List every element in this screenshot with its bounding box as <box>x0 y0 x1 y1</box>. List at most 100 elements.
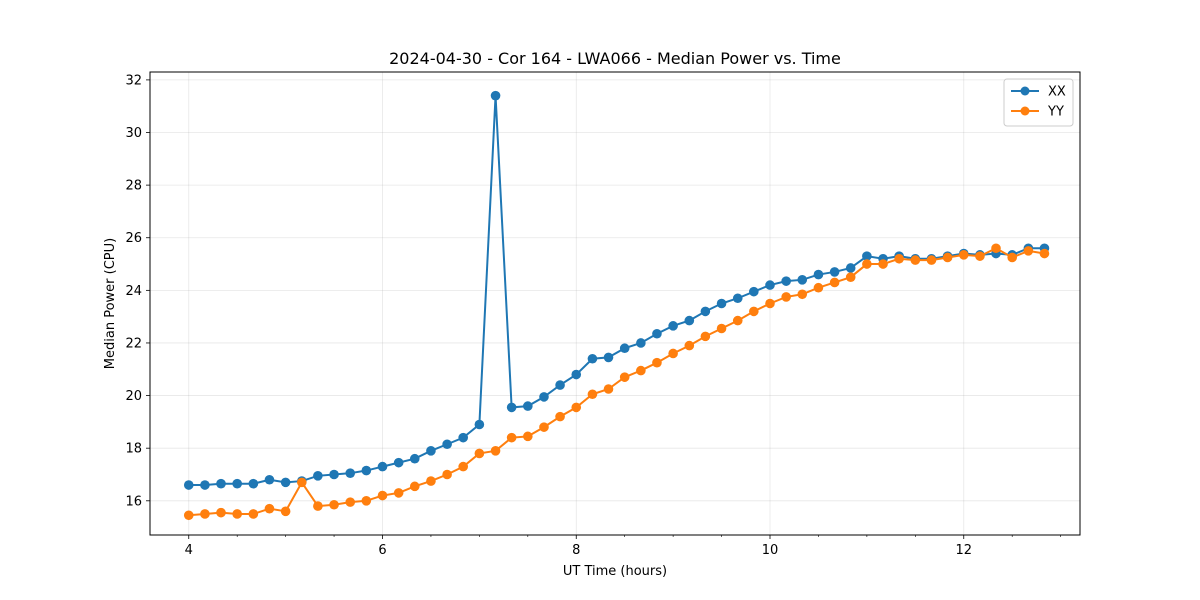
x-axis-label: UT Time (hours) <box>563 564 667 579</box>
data-point-xx <box>732 293 743 304</box>
data-point-yy <box>765 298 775 309</box>
data-point-xx <box>183 480 194 490</box>
data-point-yy <box>926 255 937 265</box>
data-point-xx <box>458 432 468 443</box>
grid <box>150 72 1080 535</box>
data-point-yy <box>393 488 404 498</box>
data-point-xx <box>506 402 517 413</box>
data-point-yy <box>264 503 275 514</box>
x-tick-label: 10 <box>762 543 779 558</box>
data-point-yy <box>345 497 356 507</box>
data-point-yy <box>458 461 468 472</box>
data-point-xx <box>765 280 775 290</box>
data-point-yy <box>862 259 872 269</box>
data-point-xx <box>377 461 388 472</box>
data-point-yy <box>280 506 291 517</box>
y-tick-label: 18 <box>125 442 142 457</box>
legend-label-xx: XX <box>1048 85 1066 100</box>
data-point-yy <box>749 306 759 317</box>
data-point-xx <box>409 453 420 464</box>
data-point-yy <box>958 250 969 260</box>
y-axis-label: Median Power (CPU) <box>103 238 118 369</box>
data-point-xx <box>345 468 356 478</box>
y-tick-label: 20 <box>125 389 142 404</box>
data-point-xx <box>587 353 598 364</box>
data-point-yy <box>587 389 598 400</box>
data-point-xx <box>797 275 808 285</box>
data-point-xx <box>749 286 759 297</box>
data-point-xx <box>603 352 614 363</box>
data-point-yy <box>652 357 662 368</box>
x-tick-label: 12 <box>955 543 972 558</box>
data-point-yy <box>878 259 888 269</box>
data-point-xx <box>216 478 226 489</box>
data-point-yy <box>781 292 791 302</box>
legend-marker-xx <box>1020 86 1030 96</box>
data-point-xx <box>716 298 727 309</box>
data-point-yy <box>313 501 323 511</box>
data-point-yy <box>716 323 727 334</box>
data-point-xx <box>232 478 242 489</box>
data-point-yy <box>894 253 904 264</box>
data-point-xx <box>442 439 452 450</box>
x-tick-label: 8 <box>572 543 580 558</box>
data-point-yy <box>732 315 743 326</box>
data-point-yy <box>426 476 436 486</box>
data-point-yy <box>619 372 630 382</box>
data-point-yy <box>571 402 582 413</box>
data-point-xx <box>845 263 856 273</box>
data-point-yy <box>975 251 985 261</box>
data-point-yy <box>1007 252 1017 263</box>
data-point-xx <box>490 90 501 101</box>
data-point-yy <box>506 432 517 443</box>
data-point-xx <box>361 465 372 476</box>
data-point-yy <box>297 477 307 488</box>
data-point-yy <box>1039 248 1050 259</box>
series-layer <box>183 90 1050 521</box>
legend-label-yy: YY <box>1047 105 1064 120</box>
data-point-xx <box>555 380 565 390</box>
data-point-yy <box>409 481 420 492</box>
data-point-xx <box>329 469 339 480</box>
data-point-yy <box>991 243 1001 254</box>
data-point-yy <box>1023 246 1034 256</box>
data-point-xx <box>700 306 711 317</box>
data-point-yy <box>797 289 808 300</box>
data-point-yy <box>845 272 856 282</box>
data-point-xx <box>200 480 210 490</box>
data-point-yy <box>361 496 372 506</box>
data-point-xx <box>862 251 872 261</box>
data-point-xx <box>619 343 630 354</box>
data-point-yy <box>377 490 388 501</box>
legend-marker-yy <box>1020 106 1030 116</box>
data-point-xx <box>248 478 259 489</box>
data-point-xx <box>474 419 485 430</box>
data-point-xx <box>313 471 323 481</box>
data-point-yy <box>248 509 259 519</box>
data-point-yy <box>813 282 824 293</box>
data-point-xx <box>652 328 662 339</box>
data-point-yy <box>329 499 339 510</box>
data-point-xx <box>781 276 791 286</box>
data-point-xx <box>539 392 549 402</box>
x-tick-label: 4 <box>185 543 193 558</box>
data-point-yy <box>523 431 533 442</box>
data-point-yy <box>200 509 210 519</box>
data-point-yy <box>910 255 921 265</box>
y-tick-label: 22 <box>125 336 142 351</box>
data-point-yy <box>442 469 452 480</box>
data-point-yy <box>555 411 565 422</box>
data-point-xx <box>280 477 291 488</box>
y-tick-label: 32 <box>125 73 142 88</box>
data-point-yy <box>539 422 549 432</box>
data-point-yy <box>636 365 646 376</box>
y-tick-label: 28 <box>125 179 142 194</box>
data-point-xx <box>393 457 404 468</box>
data-point-xx <box>684 315 695 326</box>
data-point-yy <box>700 331 711 342</box>
data-point-yy <box>603 384 614 394</box>
legend: XX YY <box>1003 78 1074 127</box>
y-tick-label: 26 <box>125 231 142 246</box>
data-point-yy <box>684 340 695 351</box>
y-tick-label: 24 <box>125 284 142 299</box>
